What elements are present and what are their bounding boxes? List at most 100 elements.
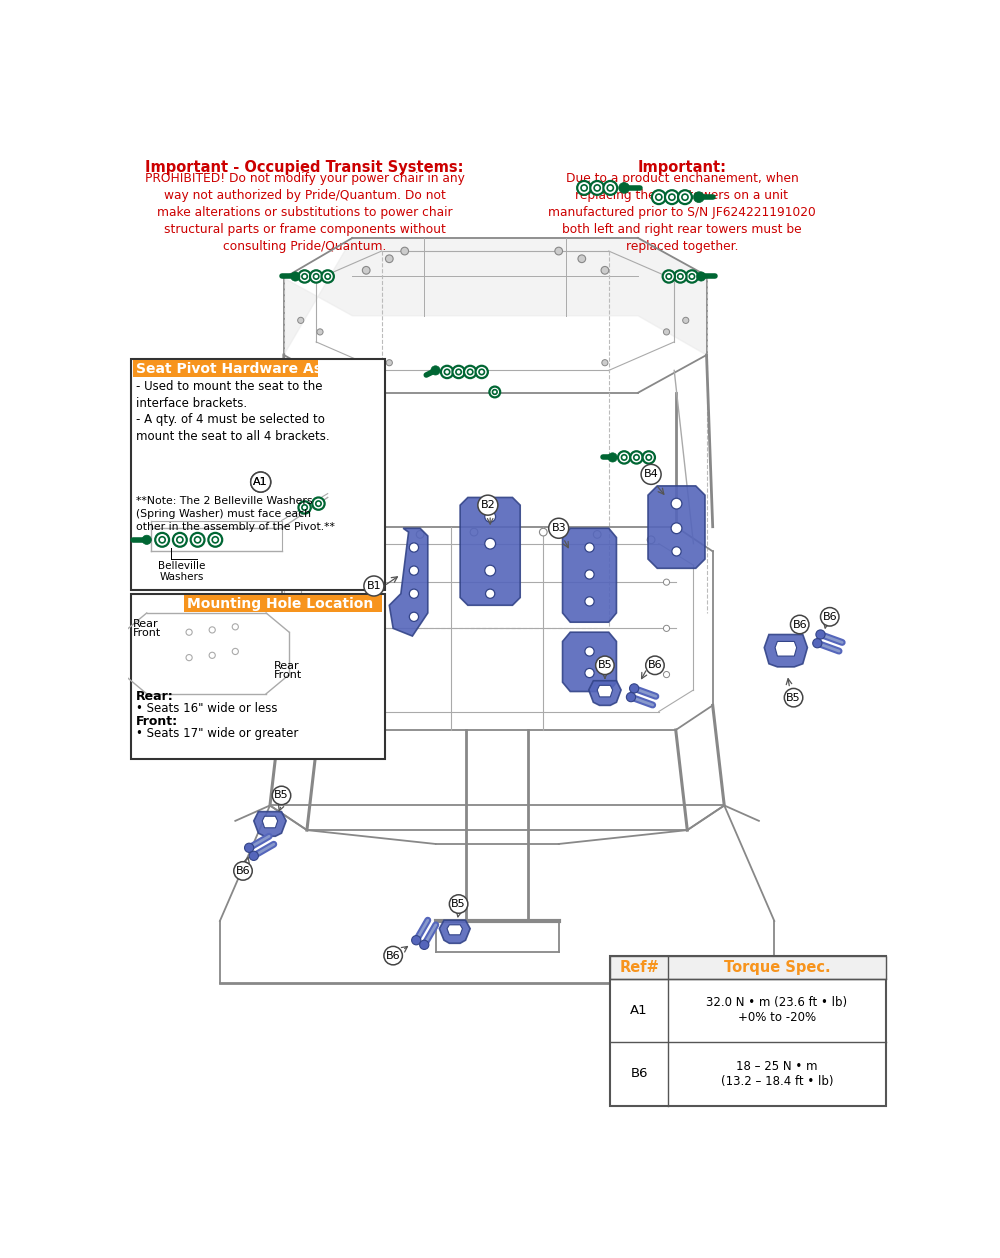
Circle shape [663, 672, 670, 678]
Circle shape [593, 531, 601, 538]
Circle shape [232, 624, 238, 630]
Circle shape [401, 248, 409, 255]
Circle shape [177, 537, 183, 543]
Circle shape [302, 274, 307, 279]
Polygon shape [254, 811, 286, 837]
Circle shape [689, 274, 695, 279]
Circle shape [362, 536, 370, 543]
Circle shape [251, 472, 271, 492]
Circle shape [449, 894, 468, 913]
Text: B5: B5 [598, 660, 612, 671]
Circle shape [596, 657, 614, 674]
Circle shape [364, 576, 384, 596]
Circle shape [585, 596, 594, 606]
Circle shape [362, 267, 370, 274]
Polygon shape [284, 238, 707, 355]
Circle shape [155, 533, 169, 547]
Polygon shape [563, 528, 616, 623]
Circle shape [813, 639, 822, 648]
Polygon shape [447, 925, 462, 935]
Circle shape [489, 386, 500, 398]
Text: B5: B5 [274, 790, 289, 800]
Circle shape [412, 936, 421, 945]
Circle shape [325, 672, 331, 678]
Text: B6: B6 [236, 866, 250, 876]
Circle shape [142, 535, 151, 545]
Circle shape [647, 536, 655, 543]
Circle shape [310, 270, 322, 283]
Text: B5: B5 [451, 899, 466, 910]
Circle shape [325, 274, 330, 279]
Circle shape [209, 652, 215, 658]
Text: B1: B1 [367, 581, 381, 591]
Circle shape [409, 613, 419, 621]
Circle shape [234, 862, 252, 881]
Circle shape [431, 366, 440, 375]
Text: Seat Pivot Hardware Assy: Seat Pivot Hardware Assy [136, 362, 339, 376]
Circle shape [581, 185, 587, 191]
Text: B6: B6 [630, 1068, 648, 1081]
Text: A1: A1 [253, 477, 268, 487]
Circle shape [602, 360, 608, 366]
Text: - Used to mount the seat to the
interface brackets.
- A qty. of 4 must be select: - Used to mount the seat to the interfac… [136, 380, 330, 443]
Text: Front: Front [133, 628, 161, 638]
Circle shape [467, 370, 473, 375]
Polygon shape [262, 816, 278, 828]
Circle shape [555, 248, 563, 255]
Circle shape [470, 528, 478, 536]
Text: Rear: Rear [133, 619, 159, 629]
FancyBboxPatch shape [610, 956, 886, 1106]
Circle shape [678, 190, 692, 204]
Circle shape [663, 270, 675, 283]
Circle shape [485, 511, 496, 522]
Circle shape [476, 366, 488, 379]
FancyBboxPatch shape [610, 956, 886, 979]
Circle shape [325, 625, 331, 632]
Circle shape [585, 570, 594, 579]
Circle shape [409, 566, 419, 575]
Circle shape [485, 565, 496, 576]
Circle shape [619, 182, 630, 194]
Circle shape [549, 518, 569, 538]
Circle shape [663, 328, 670, 335]
Circle shape [590, 181, 604, 195]
Text: B6: B6 [822, 611, 837, 621]
Circle shape [194, 537, 201, 543]
Circle shape [312, 497, 325, 509]
Polygon shape [589, 681, 621, 706]
Circle shape [603, 181, 617, 195]
Circle shape [249, 852, 258, 860]
Polygon shape [389, 528, 428, 637]
Circle shape [656, 194, 662, 200]
Circle shape [384, 946, 402, 965]
Text: 32.0 N • m (23.6 ft • lb)
+0% to -20%: 32.0 N • m (23.6 ft • lb) +0% to -20% [706, 996, 848, 1024]
Circle shape [444, 370, 450, 375]
Circle shape [621, 454, 627, 460]
Circle shape [452, 366, 465, 379]
Circle shape [159, 537, 165, 543]
Text: B5: B5 [786, 693, 801, 703]
Circle shape [626, 692, 636, 702]
Text: • Seats 17" wide or greater: • Seats 17" wide or greater [136, 727, 298, 740]
Text: Belleville
Washers: Belleville Washers [158, 561, 205, 582]
Text: Due to a product enchanement, when
replacing the rear towers on a unit
manufactu: Due to a product enchanement, when repla… [548, 172, 816, 253]
Circle shape [693, 191, 704, 203]
Circle shape [386, 360, 392, 366]
Circle shape [646, 454, 651, 460]
Circle shape [585, 647, 594, 657]
Circle shape [663, 579, 670, 585]
Text: **Note: The 2 Belleville Washers
(Spring Washer) must face each
other in the ass: **Note: The 2 Belleville Washers (Spring… [136, 496, 335, 532]
Circle shape [479, 370, 484, 375]
Circle shape [634, 454, 639, 460]
Circle shape [298, 501, 311, 513]
Circle shape [316, 501, 321, 506]
Circle shape [601, 267, 609, 274]
Circle shape [671, 523, 682, 533]
Polygon shape [460, 497, 520, 605]
Circle shape [322, 270, 334, 283]
Circle shape [478, 496, 498, 516]
Circle shape [816, 630, 825, 639]
Text: B6: B6 [792, 619, 807, 629]
Text: Torque Spec.: Torque Spec. [724, 960, 830, 975]
Circle shape [441, 366, 453, 379]
